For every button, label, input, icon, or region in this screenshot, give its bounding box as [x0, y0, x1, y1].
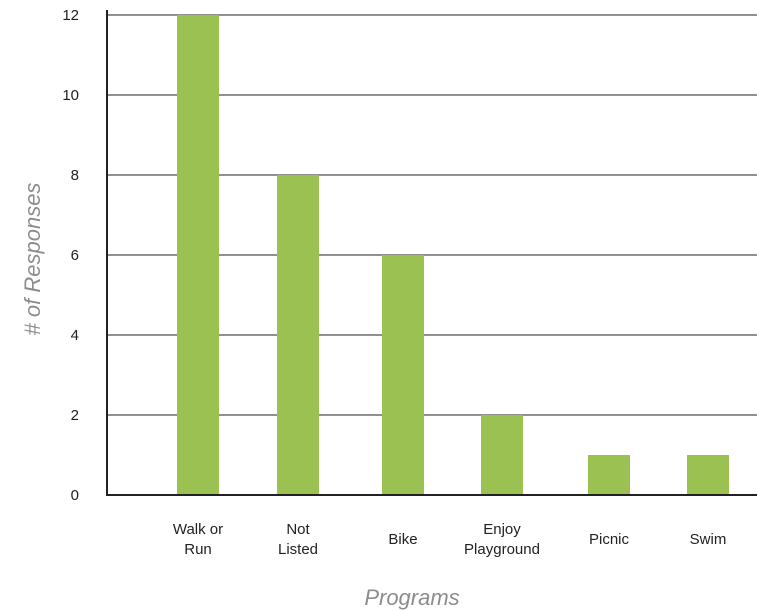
bars: [177, 15, 729, 495]
y-tick-label: 2: [71, 407, 79, 424]
bar: [177, 15, 219, 495]
y-tick-label: 12: [62, 7, 79, 24]
x-category-label: Enjoy Playground: [464, 521, 540, 558]
bar: [382, 255, 424, 495]
axes: [106, 10, 757, 496]
y-tick-label: 8: [71, 167, 79, 184]
y-tick-labels: 0 2 4 6 8 10 12: [62, 7, 79, 504]
bar: [277, 175, 319, 495]
bar: [687, 455, 729, 495]
x-category-label: Bike: [388, 531, 417, 548]
x-category-labels: Walk or Run Not Listed Bike Enjoy Playground Pi…: [173, 521, 726, 558]
x-category-label: Swim: [690, 531, 727, 548]
y-tick-label: 4: [71, 327, 79, 344]
y-tick-label: 0: [71, 487, 79, 504]
y-tick-label: 6: [71, 247, 79, 264]
x-axis-title: Programs: [364, 585, 459, 610]
y-axis-title: # of Responses: [20, 183, 45, 336]
x-category-label: Picnic: [589, 531, 630, 548]
x-category-label: Walk or Run: [173, 521, 223, 558]
bar: [481, 415, 523, 495]
y-tick-label: 10: [62, 87, 79, 104]
x-category-label: Not Listed: [278, 521, 318, 558]
bar: [588, 455, 630, 495]
